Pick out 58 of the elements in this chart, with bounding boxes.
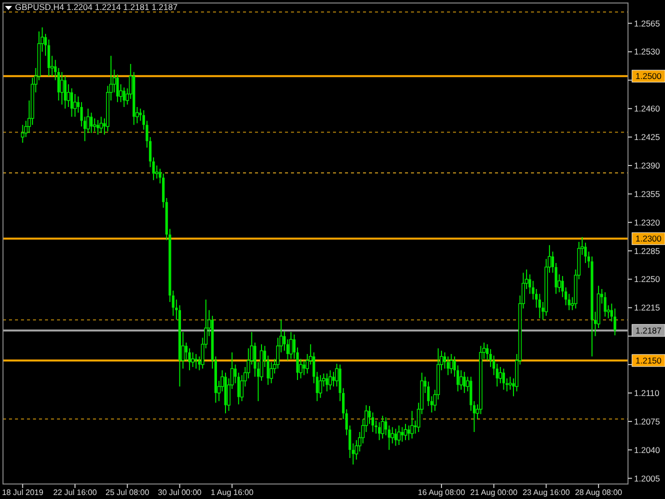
candlestick: [302, 360, 306, 376]
candlestick: [70, 88, 74, 118]
x-tick-label: 28 Aug 08:00: [574, 488, 623, 497]
x-tick-label: 22 Jul 16:00: [53, 488, 98, 497]
candlestick: [326, 373, 328, 392]
y-tick-label: 1.2215: [634, 302, 660, 313]
y-tick-label: 1.2110: [634, 388, 660, 398]
chart-title: GBPUSD,H4 1.2204 1.2214 1.2181 1.2187: [15, 2, 178, 12]
candlestick: [463, 371, 466, 394]
ref-line-label: 1.2300: [636, 234, 662, 244]
y-tick-label: 1.2250: [634, 274, 660, 284]
ref-line-label: 1.2500: [636, 71, 662, 82]
candlestick: [99, 116, 103, 134]
candlestick: [400, 426, 404, 442]
candlestick: [20, 124, 24, 144]
y-tick-label: 1.2460: [634, 104, 660, 114]
candlestick: [328, 370, 332, 390]
candlestick: [90, 112, 93, 134]
x-tick-label: 16 Aug 08:00: [418, 488, 466, 497]
x-tick-label: 23 Aug 16:00: [522, 488, 570, 497]
candlestick: [380, 415, 384, 439]
y-tick-label: 1.2040: [634, 444, 660, 455]
x-tick-label: 30 Jul 00:00: [158, 488, 202, 497]
candlestick: [446, 356, 450, 376]
ref-line-label: 1.2187: [636, 325, 662, 336]
y-tick-label: 1.2320: [634, 217, 660, 228]
candlestick: [60, 72, 64, 106]
candlestick: [498, 366, 502, 384]
candlestick: [450, 354, 453, 374]
y-tick-label: 1.2005: [634, 473, 660, 484]
candlestick: [394, 428, 397, 446]
candlestick: [397, 425, 401, 446]
candlestick: [502, 368, 505, 390]
candlestick: [410, 410, 414, 439]
y-tick-label: 1.2355: [634, 188, 660, 199]
candlestick: [378, 422, 381, 441]
candlestick: [191, 352, 194, 368]
candlestick: [404, 423, 408, 441]
y-tick-label: 1.2530: [634, 46, 660, 57]
y-tick-label: 1.2075: [634, 416, 660, 426]
candlestick: [407, 425, 410, 441]
y-tick-label: 1.2425: [634, 132, 660, 142]
x-tick-label: 1 Aug 16:00: [210, 488, 254, 497]
x-tick-label: 21 Aug 00:00: [470, 488, 518, 497]
candlestick: [538, 293, 541, 319]
candlestick: [459, 370, 463, 390]
candlestick: [122, 87, 126, 108]
y-tick-label: 1.2565: [634, 18, 660, 28]
candlestick: [318, 374, 322, 398]
candlestick: [604, 292, 606, 318]
x-tick-label: 25 Jul 08:00: [106, 488, 150, 497]
y-tick-label: 1.2285: [634, 246, 660, 256]
candlestick: [64, 76, 66, 110]
candlestick: [289, 332, 293, 360]
ref-line-label: 1.2150: [636, 355, 662, 366]
x-tick-label: 18 Jul 2019: [2, 488, 44, 497]
candlestick: [332, 371, 335, 387]
y-tick-label: 1.2390: [634, 160, 660, 170]
